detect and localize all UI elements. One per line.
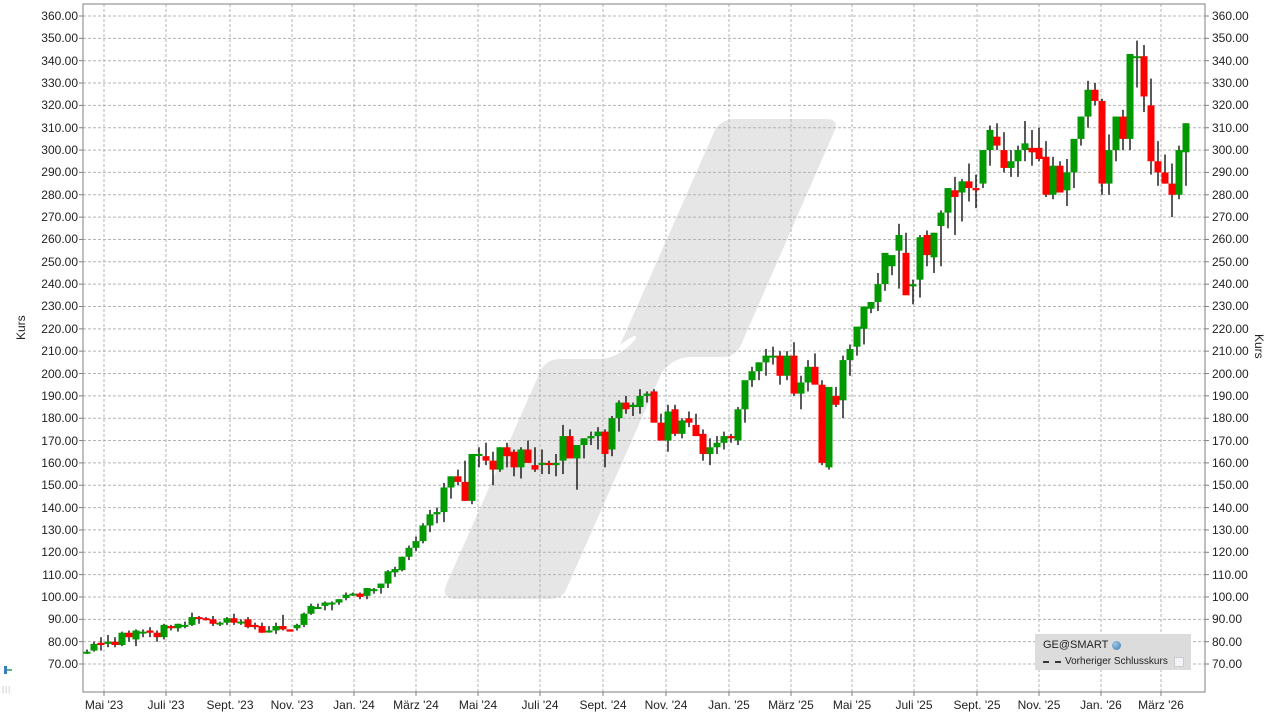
y-tick-label-left: 360.00 [41,9,78,23]
y-tick-label-right: 230.00 [1212,299,1249,314]
y-tick-label-left: 230.00 [41,299,78,314]
y-tick-label-left: 90.00 [47,612,78,627]
y-tick-label-right: 300.00 [1212,143,1249,158]
y-tick-label-right: 290.00 [1212,165,1249,180]
x-tick-label: Juli '25 [895,698,933,712]
y-tick-label-left: 300.00 [41,143,78,158]
y-tick-label-left: 180.00 [41,411,78,426]
y-axis-label-right: Kurs [1252,334,1266,359]
y-tick-label-right: 100.00 [1212,589,1249,604]
toggle-checkbox[interactable] [1173,656,1184,667]
y-tick-label-left: 280.00 [41,187,78,202]
y-tick-label-right: 160.00 [1212,455,1249,470]
y-tick-label-left: 220.00 [41,321,78,336]
y-tick-label-left: 150.00 [41,478,78,493]
x-tick-label: März '26 [1138,698,1184,712]
x-tick-label: Mai '23 [84,698,124,712]
y-tick-label-right: 120.00 [1212,545,1249,560]
x-tick-label: Juli '24 [521,698,559,712]
y-tick-label-right: 80.00 [1212,634,1243,649]
y-tick-label-left: 140.00 [41,500,78,515]
y-tick-label-right: 250.00 [1212,254,1249,269]
globe-icon [1112,640,1122,650]
y-tick-label-right: 240.00 [1212,277,1249,292]
y-tick-label-right: 280.00 [1212,187,1249,202]
y-tick-label-right: 260.00 [1212,232,1249,247]
y-tick-label-right: 150.00 [1212,478,1249,493]
x-tick-label: Jan. '24 [333,698,375,712]
legend-item-symbol[interactable]: GE@SMART [1043,639,1122,651]
y-tick-label-left: 70.00 [47,657,78,671]
legend-symbol-label: GE@SMART [1043,639,1109,651]
y-tick-label-right: 190.00 [1212,388,1249,403]
y-tick-label-left: 160.00 [41,455,78,470]
y-tick-label-left: 210.00 [41,344,78,359]
y-axis-label-left: Kurs [14,315,28,340]
y-tick-label-left: 190.00 [41,388,78,403]
candlestick-tool-icon[interactable] [3,665,13,675]
y-tick-label-right: 320.00 [1212,98,1249,113]
x-tick-label: Sept. '24 [579,698,627,712]
x-tick-label: Sept. '23 [206,698,254,712]
y-tick-label-left: 260.00 [41,232,78,247]
legend-previous-close-label: Vorheriger Schlusskurs [1065,656,1168,667]
y-tick-label-left: 310.00 [41,120,78,135]
y-tick-label-left: 110.00 [42,567,78,582]
y-tick-label-left: 100.00 [41,589,78,604]
y-tick-label-right: 340.00 [1212,53,1249,68]
y-tick-label-left: 330.00 [41,76,78,91]
y-tick-label-right: 210.00 [1212,344,1249,359]
legend-item-previous-close[interactable]: Vorheriger Schlusskurs [1043,656,1184,667]
x-tick-label: Mai '25 [832,698,872,712]
x-tick-label: Nov. '25 [1017,698,1061,712]
x-tick-label: März '25 [768,698,814,712]
y-tick-label-left: 130.00 [41,522,78,537]
y-tick-label-right: 140.00 [1212,500,1249,515]
y-tick-label-left: 200.00 [41,366,78,381]
y-tick-label-right: 90.00 [1212,612,1243,627]
x-tick-label: Sept. '25 [953,698,1001,712]
chart-legend: GE@SMART Vorheriger Schlusskurs [1035,634,1191,670]
x-tick-label: Juli '23 [147,698,185,712]
y-tick-label-left: 270.00 [41,210,78,225]
y-tick-label-right: 330.00 [1212,76,1249,91]
y-tick-label-right: 310.00 [1212,120,1249,135]
bars-indicator-icon: ||| [2,685,12,694]
x-tick-label: Jan. '25 [708,698,750,712]
y-tick-label-right: 350.00 [1212,31,1249,46]
y-tick-label-right: 110.00 [1212,567,1248,582]
dashed-line-icon [1043,660,1061,663]
y-tick-label-left: 290.00 [41,165,78,180]
y-tick-label-left: 120.00 [41,545,78,560]
y-tick-label-left: 250.00 [41,254,78,269]
y-tick-label-right: 220.00 [1212,321,1249,336]
x-tick-label: März '24 [393,698,439,712]
y-tick-label-left: 80.00 [47,634,78,649]
y-tick-label-right: 360.00 [1212,9,1249,23]
x-tick-label: Jan. '26 [1080,698,1122,712]
y-tick-label-right: 200.00 [1212,366,1249,381]
y-tick-label-left: 340.00 [41,53,78,68]
x-tick-label: Nov. '23 [270,698,314,712]
y-tick-label-right: 270.00 [1212,210,1249,225]
y-tick-label-right: 170.00 [1212,433,1249,448]
plot-border [82,3,1206,693]
y-tick-label-left: 320.00 [41,98,78,113]
y-tick-label-left: 350.00 [41,31,78,46]
y-tick-label-right: 180.00 [1212,411,1249,426]
y-tick-label-right: 70.00 [1212,657,1243,671]
y-tick-label-left: 170.00 [41,433,78,448]
x-tick-label: Nov. '24 [644,698,688,712]
candles [83,40,1190,654]
x-tick-label: Mai '24 [458,698,498,712]
y-tick-label-left: 240.00 [41,277,78,292]
y-tick-label-right: 130.00 [1212,522,1249,537]
